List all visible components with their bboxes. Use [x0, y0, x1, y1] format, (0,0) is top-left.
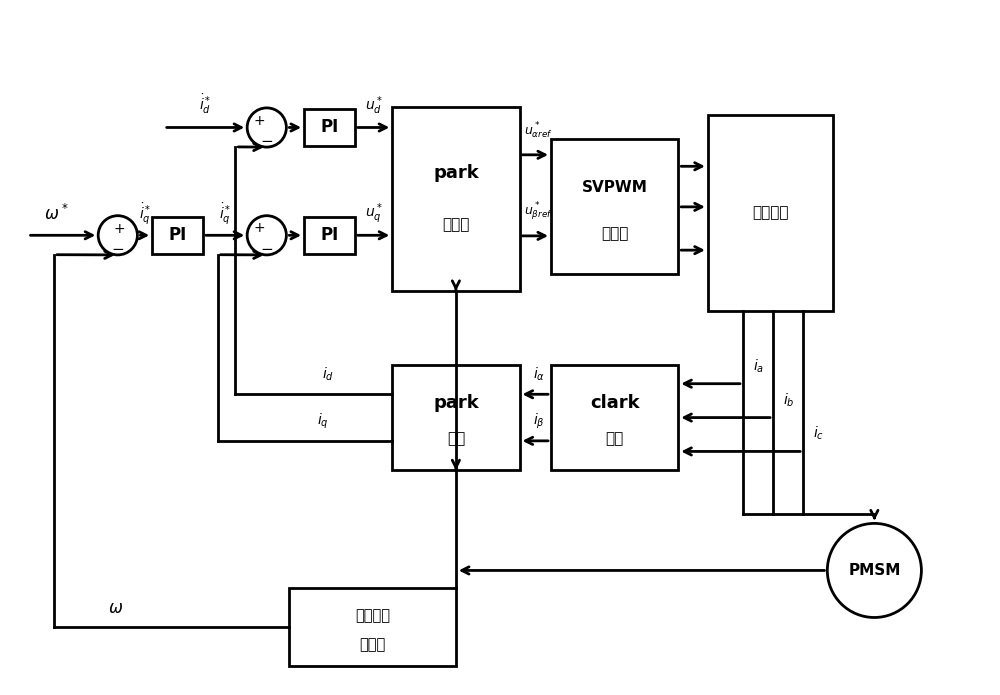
Text: $i_\beta$: $i_\beta$	[533, 411, 545, 431]
Text: $\dot{i}_q^*$: $\dot{i}_q^*$	[219, 201, 231, 227]
Bar	[551, 139, 678, 275]
Bar	[304, 217, 355, 254]
Text: 速度位置: 速度位置	[355, 608, 390, 623]
Text: $i_\alpha$: $i_\alpha$	[533, 366, 545, 384]
Bar	[551, 365, 678, 471]
Text: $u_d^*$: $u_d^*$	[365, 95, 382, 117]
Text: park: park	[433, 394, 479, 411]
Bar	[392, 365, 520, 471]
Text: $i_b$: $i_b$	[783, 391, 794, 409]
Text: 变换: 变换	[606, 431, 624, 446]
Text: PI: PI	[168, 227, 187, 244]
Text: −: −	[260, 133, 273, 149]
Text: −: −	[260, 241, 273, 256]
Text: $u^*_{\beta ref}$: $u^*_{\beta ref}$	[524, 202, 552, 223]
Text: park: park	[433, 164, 479, 182]
Text: PI: PI	[320, 118, 339, 136]
Text: 产生器: 产生器	[601, 227, 628, 241]
Text: +: +	[253, 222, 265, 236]
Text: $i_q$: $i_q$	[317, 411, 328, 431]
Bar	[708, 115, 833, 311]
Text: $\omega$: $\omega$	[108, 598, 123, 616]
Text: −: −	[111, 241, 124, 256]
Text: $\omega^*$: $\omega^*$	[44, 204, 69, 224]
Text: +: +	[253, 113, 265, 128]
Text: +: +	[114, 222, 126, 236]
Text: clark: clark	[590, 394, 639, 411]
Bar	[304, 109, 355, 146]
Text: PMSM: PMSM	[848, 563, 901, 578]
Text: 传感器: 传感器	[359, 637, 386, 652]
Text: $u^*_{\alpha ref}$: $u^*_{\alpha ref}$	[524, 121, 552, 141]
Text: SVPWM: SVPWM	[582, 181, 648, 195]
Text: $\dot{i}_d^*$: $\dot{i}_d^*$	[199, 92, 211, 116]
Text: 逆变换: 逆变换	[442, 218, 470, 232]
Text: $i_a$: $i_a$	[753, 357, 764, 375]
Text: $u_q^*$: $u_q^*$	[365, 202, 382, 226]
Text: 逆变电路: 逆变电路	[752, 205, 789, 220]
Text: $\dot{i}_q^*$: $\dot{i}_q^*$	[139, 201, 151, 227]
Bar	[392, 107, 520, 291]
Text: PI: PI	[320, 227, 339, 244]
Text: $i_d$: $i_d$	[322, 366, 335, 384]
Bar	[152, 217, 203, 254]
Bar	[289, 588, 456, 667]
Text: $i_c$: $i_c$	[813, 425, 824, 443]
Text: 变换: 变换	[447, 431, 465, 446]
